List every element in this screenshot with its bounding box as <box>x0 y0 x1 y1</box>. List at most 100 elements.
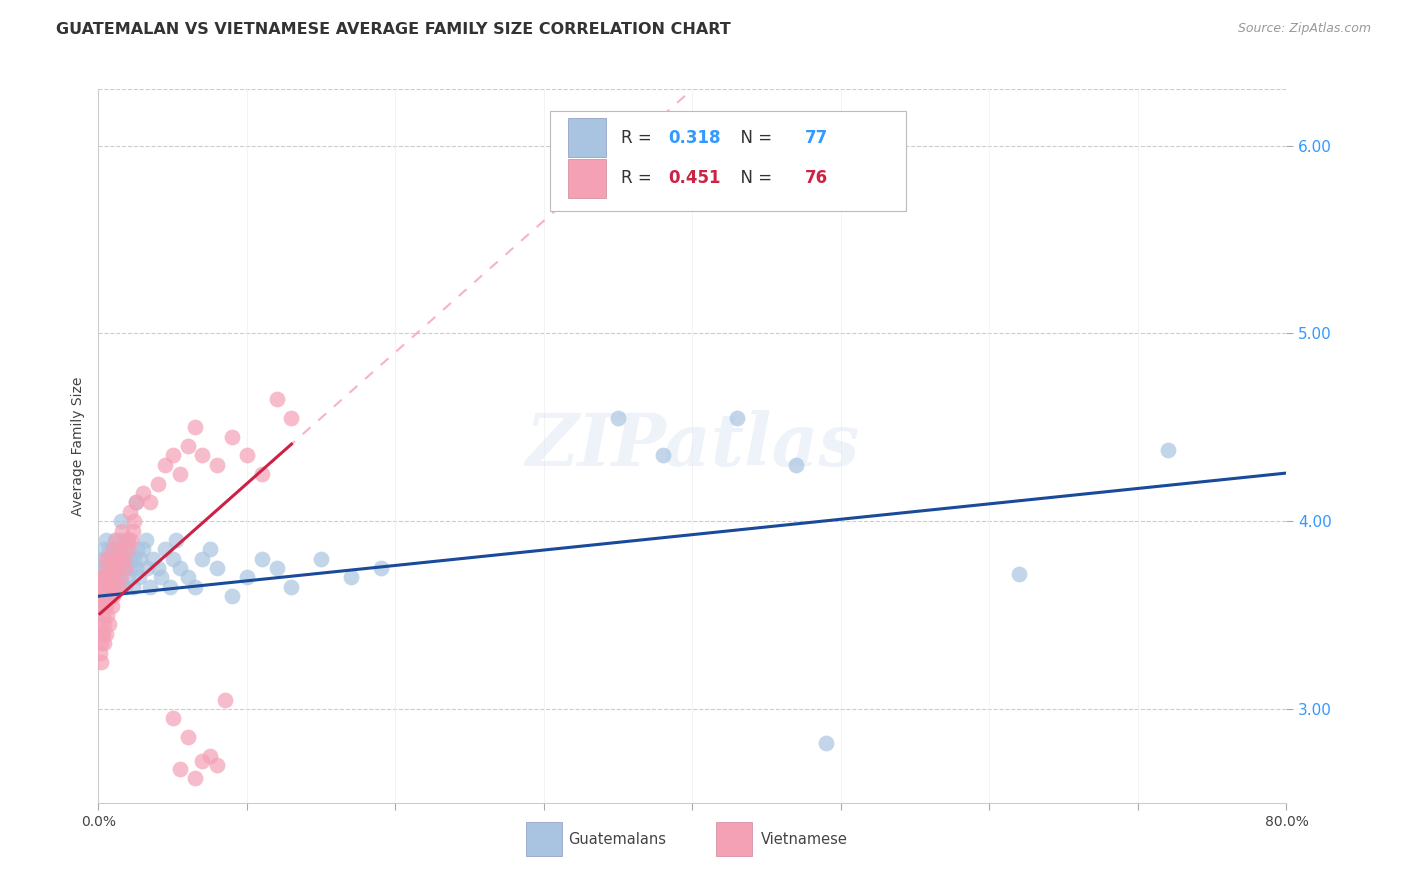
Point <box>94 627 117 641</box>
Point <box>117 533 139 547</box>
Point <box>107 551 129 566</box>
Point <box>184 420 207 434</box>
Point <box>112 551 135 566</box>
Point <box>110 542 132 557</box>
Point <box>91 570 114 584</box>
Point <box>340 570 363 584</box>
Text: GUATEMALAN VS VIETNAMESE AVERAGE FAMILY SIZE CORRELATION CHART: GUATEMALAN VS VIETNAMESE AVERAGE FAMILY … <box>56 22 731 37</box>
Point <box>93 636 115 650</box>
Point <box>98 561 121 575</box>
Point <box>169 467 191 482</box>
Point <box>162 449 184 463</box>
Point <box>90 655 112 669</box>
Point <box>104 533 127 547</box>
Point <box>214 692 236 706</box>
Point <box>191 551 214 566</box>
Point <box>91 627 114 641</box>
Point <box>96 551 118 566</box>
Point <box>94 570 117 584</box>
Point <box>221 429 243 443</box>
Point <box>107 542 129 557</box>
Point <box>97 580 120 594</box>
Point <box>103 561 125 575</box>
Point <box>89 617 111 632</box>
Point <box>155 542 177 557</box>
FancyBboxPatch shape <box>568 118 606 157</box>
Point <box>149 570 172 584</box>
Point <box>236 449 259 463</box>
Point <box>111 524 134 538</box>
FancyBboxPatch shape <box>716 822 752 856</box>
Point <box>236 570 259 584</box>
Point <box>107 580 129 594</box>
Point <box>111 580 134 594</box>
Point <box>97 542 120 557</box>
Point <box>93 599 115 613</box>
Text: R =: R = <box>621 169 657 187</box>
Point <box>97 570 120 584</box>
Point <box>108 570 131 584</box>
Point <box>121 524 143 538</box>
Point <box>135 533 157 547</box>
Point <box>110 551 132 566</box>
Point <box>125 542 148 557</box>
Point <box>139 580 162 594</box>
Point <box>205 458 228 472</box>
Point <box>266 392 288 406</box>
Point <box>117 570 139 584</box>
Point <box>309 551 332 566</box>
Point <box>97 589 120 603</box>
Text: 0.318: 0.318 <box>669 128 721 146</box>
Point <box>110 570 132 584</box>
Point <box>101 561 124 575</box>
Point <box>94 561 117 575</box>
Point <box>162 711 184 725</box>
Point <box>103 570 125 584</box>
FancyBboxPatch shape <box>526 822 562 856</box>
Point <box>122 551 145 566</box>
Point <box>111 533 134 547</box>
Point <box>104 570 127 584</box>
Point <box>169 561 191 575</box>
Point <box>118 505 141 519</box>
Point <box>105 561 128 575</box>
Point <box>96 607 118 622</box>
Point <box>115 533 138 547</box>
Point <box>121 580 143 594</box>
Point <box>98 589 121 603</box>
Point <box>169 762 191 776</box>
Point <box>107 561 129 575</box>
Point <box>198 748 221 763</box>
Point <box>280 580 302 594</box>
Point <box>108 551 131 566</box>
Point <box>176 730 198 744</box>
Point <box>205 758 228 772</box>
Point <box>91 589 114 603</box>
Point <box>96 580 118 594</box>
Point <box>89 646 111 660</box>
Point <box>1156 442 1178 457</box>
Point <box>370 561 392 575</box>
Point <box>101 551 124 566</box>
Point <box>93 580 115 594</box>
Point <box>651 449 673 463</box>
Point <box>176 439 198 453</box>
Point <box>221 589 243 603</box>
Point <box>250 551 273 566</box>
Text: 76: 76 <box>806 169 828 187</box>
Point <box>91 607 114 622</box>
Point <box>98 551 121 566</box>
Point <box>98 580 121 594</box>
Point <box>120 533 142 547</box>
Point <box>96 570 118 584</box>
Point <box>91 551 114 566</box>
Point <box>132 486 155 500</box>
Point <box>142 551 165 566</box>
Point <box>101 599 124 613</box>
Text: N =: N = <box>731 128 778 146</box>
Point <box>94 551 117 566</box>
Point <box>103 542 125 557</box>
Point <box>90 599 112 613</box>
Point <box>112 551 135 566</box>
Point <box>94 599 117 613</box>
